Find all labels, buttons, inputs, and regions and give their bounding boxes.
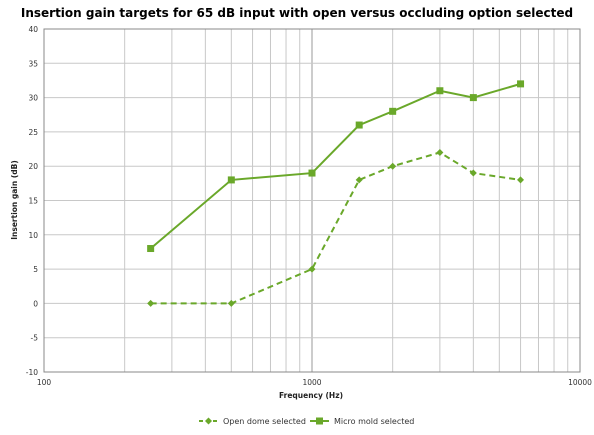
legend-marker xyxy=(316,417,323,425)
legend-marker xyxy=(205,417,212,425)
data-point xyxy=(355,121,363,129)
data-point xyxy=(436,87,444,95)
y-tick-label: 30 xyxy=(28,94,38,103)
data-point xyxy=(469,169,477,177)
data-point xyxy=(517,176,525,184)
legend-label: Micro mold selected xyxy=(334,417,414,426)
y-tick-label: 0 xyxy=(33,299,38,308)
legend-item: Micro mold selected xyxy=(310,417,414,426)
y-tick-label: 40 xyxy=(28,25,38,34)
data-point xyxy=(389,162,397,170)
y-tick-label: 35 xyxy=(28,59,38,68)
data-point xyxy=(308,265,316,273)
legend-label: Open dome selected xyxy=(223,417,306,426)
grid xyxy=(43,28,580,373)
data-point xyxy=(147,299,155,307)
data-point xyxy=(147,245,155,253)
series-layer xyxy=(147,80,525,307)
y-tick-label: -10 xyxy=(26,368,38,377)
y-tick-label: 15 xyxy=(28,197,38,206)
y-tick-label: 10 xyxy=(28,231,38,240)
data-point xyxy=(227,176,235,184)
series-line xyxy=(150,151,521,305)
legend-item: Open dome selected xyxy=(199,417,306,426)
data-point xyxy=(436,148,444,156)
x-tick-label: 10000 xyxy=(568,378,592,387)
data-point xyxy=(517,80,525,88)
y-tick-label: 20 xyxy=(28,162,38,171)
x-axis-ticks: 100 1000 10000 xyxy=(37,378,592,387)
data-point xyxy=(469,94,477,102)
legend: Open dome selected Micro mold selected xyxy=(199,417,414,426)
y-axis-label: Insertion gain (dB) xyxy=(10,160,19,240)
x-axis-label: Frequency (Hz) xyxy=(279,391,343,400)
data-point xyxy=(308,169,316,177)
chart-title: Insertion gain targets for 65 dB input w… xyxy=(21,6,573,20)
x-tick-label: 1000 xyxy=(302,378,321,387)
y-axis-ticks: -10 -5 0 5 10 15 20 25 30 35 40 xyxy=(26,25,38,377)
y-tick-label: -5 xyxy=(31,334,39,343)
data-point xyxy=(355,176,363,184)
series-1 xyxy=(147,148,525,307)
x-tick-label: 100 xyxy=(37,378,52,387)
data-point xyxy=(389,107,397,115)
y-tick-label: 25 xyxy=(28,128,38,137)
plot-border xyxy=(43,28,581,373)
series-line xyxy=(150,82,521,250)
data-point xyxy=(227,299,235,307)
series-2 xyxy=(147,80,525,253)
y-tick-label: 5 xyxy=(33,265,38,274)
